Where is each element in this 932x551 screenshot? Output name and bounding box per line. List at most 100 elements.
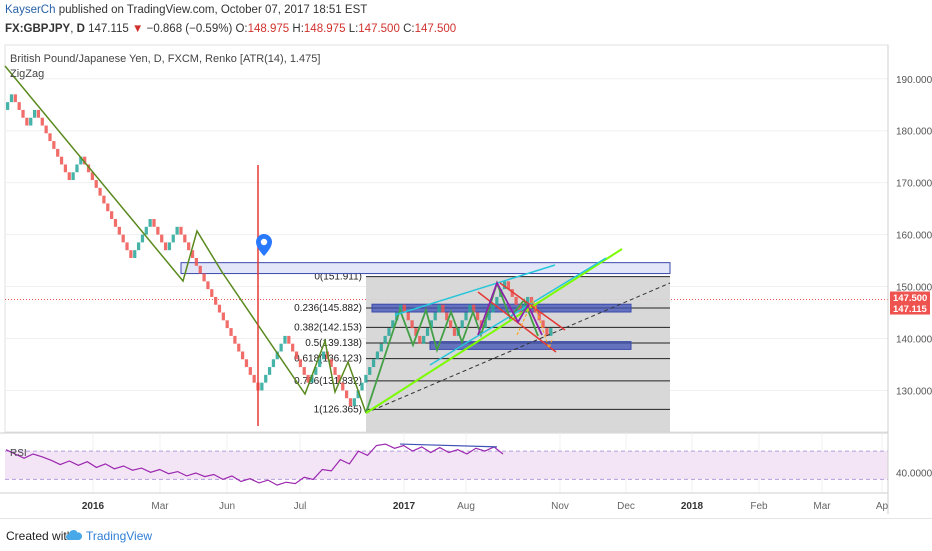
renko-brick [75, 164, 79, 173]
renko-brick [210, 289, 214, 297]
renko-brick [514, 296, 518, 305]
publish-line: KayserCh published on TradingView.com, O… [5, 4, 367, 16]
rsi-tick-label: 40.0000 [896, 468, 932, 479]
renko-brick [248, 367, 252, 375]
renko-brick [383, 335, 387, 344]
renko-brick [294, 351, 299, 360]
tradingview-cloud-icon [66, 530, 82, 540]
renko-brick [240, 351, 245, 360]
renko-brick [275, 351, 279, 360]
renko-brick [98, 187, 102, 196]
renko-brick [86, 164, 91, 173]
zone-mid-zone [371, 303, 632, 313]
y-tick-label: 130.000 [896, 386, 932, 397]
author-link[interactable]: KayserCh [5, 4, 56, 16]
renko-brick [406, 312, 410, 321]
fib-background [366, 276, 670, 432]
renko-brick [418, 335, 422, 344]
renko-brick [283, 335, 287, 344]
renko-brick [117, 226, 121, 235]
renko-brick [237, 343, 241, 352]
renko-brick [140, 234, 145, 243]
x-tick-label: 2017 [393, 501, 416, 512]
renko-brick [506, 281, 511, 290]
footer: Created with TradingView [0, 518, 932, 551]
cyan-lower-trendline [429, 257, 607, 366]
fib-level-label: 0.5(139.138) [305, 338, 362, 349]
renko-brick [425, 328, 430, 336]
renko-brick [17, 102, 21, 110]
renko-brick [414, 328, 418, 336]
renko-brick [379, 343, 383, 352]
renko-brick [310, 374, 314, 383]
renko-brick [113, 219, 118, 227]
renko-brick [56, 148, 60, 157]
renko-brick [483, 320, 487, 329]
fibonacci-retracement[interactable]: 0(151.911) 0.236(145.882) 0.382(142.153) 0.… [294, 272, 670, 432]
green-trendline [365, 248, 623, 414]
open-label: O: [235, 23, 248, 35]
x-tick-label: Mar [151, 501, 169, 512]
x-tick-label: Jun [219, 501, 235, 512]
renko-brick [121, 234, 125, 243]
renko-brick [179, 226, 183, 235]
renko-brick [267, 367, 272, 375]
renko-brick [452, 328, 457, 336]
renko-brick [537, 312, 541, 321]
time-axis[interactable]: 2016 Mar Jun Jul 2017 Aug Nov Dec 2018 Feb Mar Ap [0, 492, 889, 512]
renko-brick [13, 94, 17, 103]
rsi-legend[interactable]: RSI [10, 448, 27, 459]
renko-brick [526, 296, 530, 305]
zone-low-zone [429, 341, 632, 350]
renko-brick [260, 382, 264, 391]
renko-brick [52, 141, 56, 149]
support-resistance-zones[interactable] [180, 262, 671, 350]
tradingview-link[interactable]: TradingView [86, 529, 153, 543]
renko-brick [171, 234, 175, 243]
renko-brick [541, 320, 545, 329]
fib-level-label: 0(151.911) [314, 272, 362, 283]
y-tick-label: 190.000 [896, 75, 932, 86]
rsi-pane: 40.0000 [0, 432, 932, 486]
renko-brick [487, 312, 491, 321]
renko-brick [321, 351, 326, 360]
renko-brick [175, 226, 179, 235]
renko-brick [337, 374, 341, 383]
high-value: 148.975 [303, 23, 346, 35]
price-label-box [890, 302, 930, 315]
zigzag-legend[interactable]: ZigZag [10, 68, 45, 80]
renko-brick [206, 281, 210, 290]
renko-brick [229, 328, 233, 336]
renko-brick [398, 304, 403, 313]
cyan-upper-trendline [394, 264, 556, 316]
x-tick-label: Aug [457, 501, 475, 512]
renko-brick [202, 273, 206, 282]
renko-brick [221, 312, 225, 321]
symbol-quote-line: FX:GBPJPY, D 147.115 ▼ −0.868 (−0.59%) O… [5, 23, 457, 35]
fib-level-label: 1(126.365) [314, 404, 362, 415]
renko-brick [495, 296, 499, 305]
renko-brick [410, 320, 414, 329]
renko-brick [167, 242, 172, 251]
renko-brick [94, 180, 98, 188]
renko-brick [364, 374, 368, 383]
renko-brick [287, 335, 291, 344]
high-label: H: [292, 23, 304, 35]
renko-brick [318, 359, 322, 368]
x-tick-label: Jul [294, 501, 307, 512]
rsi-divergence-line [399, 443, 498, 448]
renko-brick [264, 374, 268, 383]
renko-brick [225, 320, 229, 329]
last-price: 147.115 [88, 23, 129, 35]
price-axis[interactable]: 130.000 140.000 150.000 160.000 170.000 180.0… [887, 45, 932, 514]
renko-brick [214, 296, 218, 305]
fib-level-label: 0.236(145.882) [294, 303, 362, 314]
series-legend[interactable]: British Pound/Japanese Yen, D, FXCM, Ren… [10, 53, 321, 65]
pin-dot [260, 238, 268, 246]
trend-drawings[interactable] [4, 65, 671, 426]
renko-brick [163, 242, 168, 251]
renko-brick [279, 343, 283, 352]
created-with-text: Created with [6, 529, 74, 543]
renko-brick [329, 359, 333, 368]
